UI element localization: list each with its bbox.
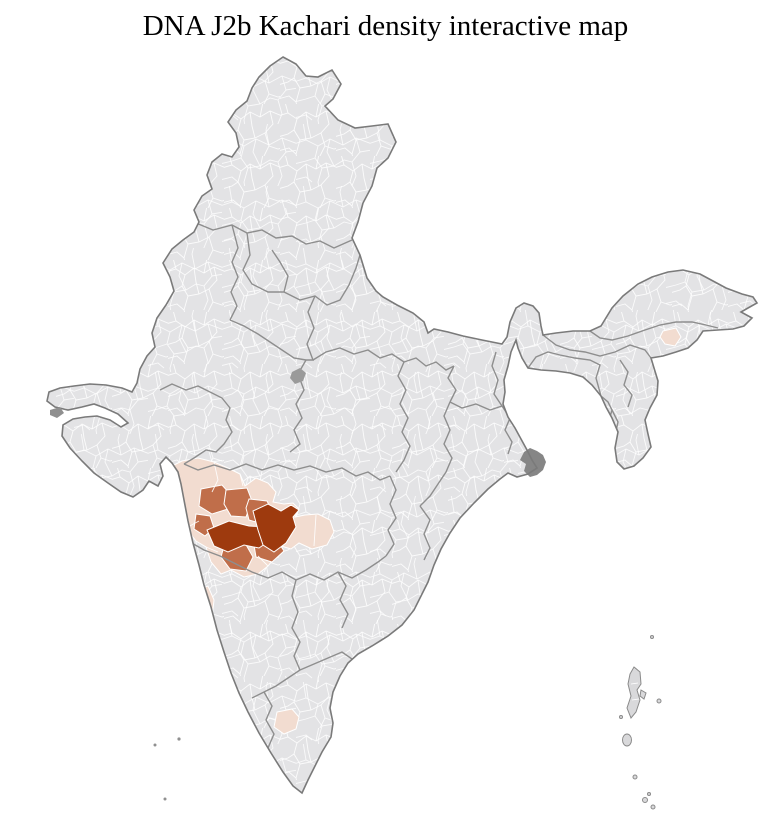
medium-density-districts — [193, 484, 285, 572]
central-water-feature — [290, 368, 306, 384]
lakshadweep-islands — [153, 737, 181, 801]
kutch-creek-islands — [50, 407, 64, 418]
high-density-districts — [206, 503, 300, 553]
district-mesh-layer-b — [47, 57, 757, 793]
andaman-district-lines — [630, 682, 640, 701]
country-outline — [46, 56, 759, 795]
district-shape[interactable] — [223, 487, 253, 518]
andaman-nicobar-islands — [619, 635, 662, 810]
district-shape-southern[interactable] — [273, 708, 300, 735]
page-title: DNA J2b Kachari density interactive map — [142, 10, 629, 42]
district-shape[interactable] — [252, 503, 300, 553]
district-shape-assam[interactable] — [659, 327, 682, 347]
